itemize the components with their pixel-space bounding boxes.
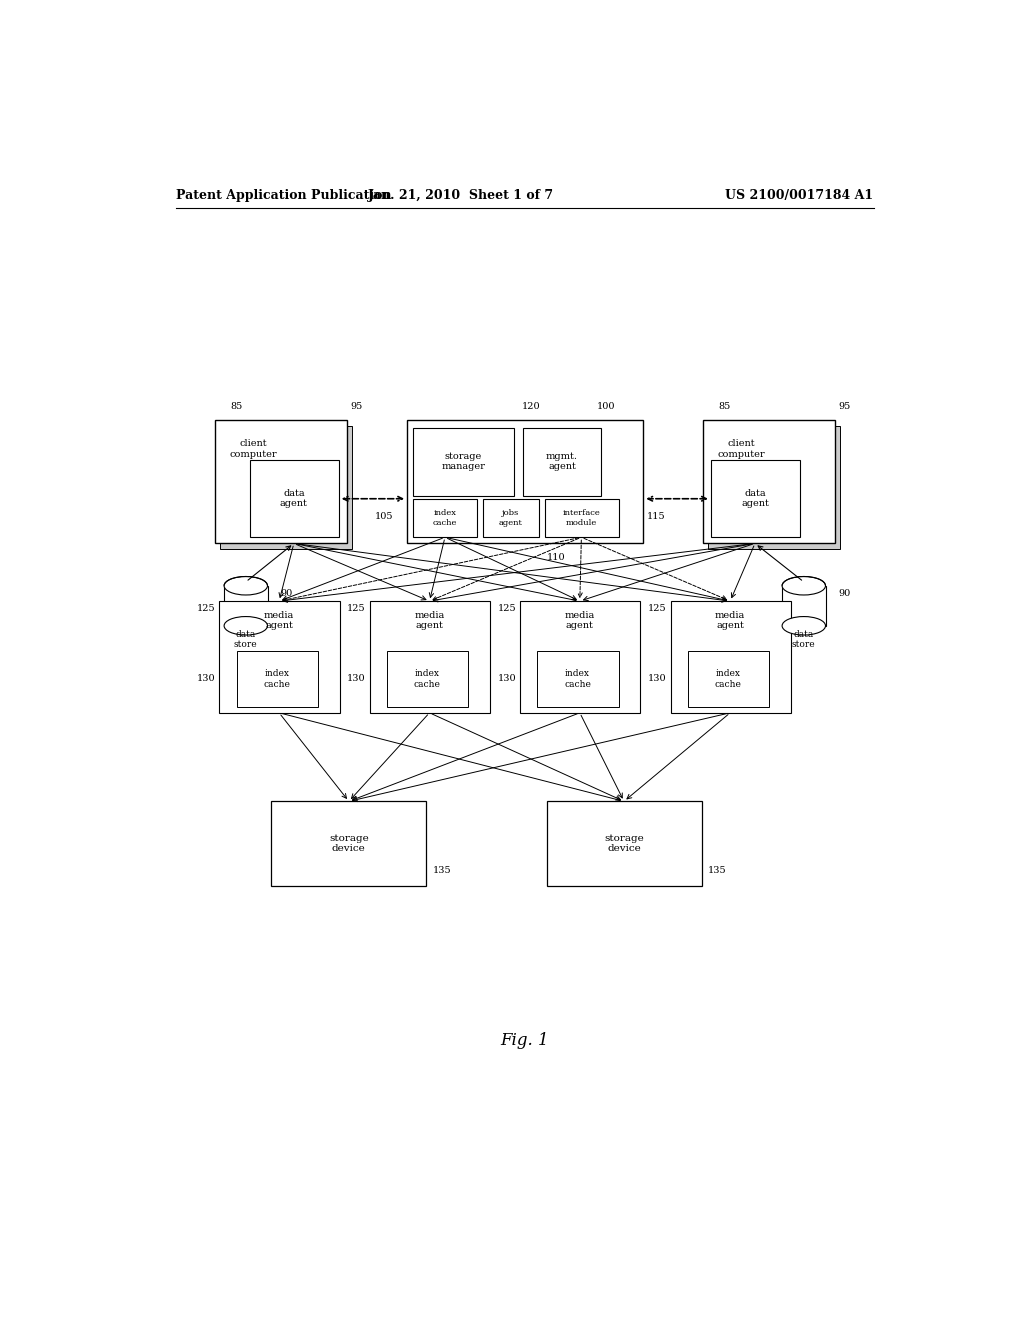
Text: jobs
agent: jobs agent [499, 510, 523, 527]
Text: 125: 125 [498, 605, 516, 614]
Text: US 2100/0017184 A1: US 2100/0017184 A1 [725, 189, 873, 202]
Bar [387, 651, 468, 706]
Text: 85: 85 [719, 401, 731, 411]
Text: 95: 95 [350, 401, 362, 411]
Text: 125: 125 [197, 605, 216, 614]
Text: media
agent: media agent [715, 611, 745, 630]
Text: 125: 125 [347, 605, 366, 614]
Bar [538, 651, 618, 706]
Text: 90: 90 [281, 589, 293, 598]
Bar [237, 651, 317, 706]
Text: 95: 95 [839, 401, 851, 411]
Text: index
cache: index cache [263, 669, 290, 689]
Bar [545, 499, 618, 537]
Text: 130: 130 [197, 675, 216, 684]
Bar [782, 586, 825, 626]
Text: 105: 105 [375, 512, 393, 521]
Bar [250, 461, 339, 537]
Bar [414, 499, 477, 537]
Bar [215, 420, 346, 544]
Text: 135: 135 [432, 866, 452, 875]
Bar [671, 601, 791, 713]
Bar [703, 420, 835, 544]
Text: 90: 90 [839, 589, 851, 598]
Bar [271, 801, 426, 886]
Bar [547, 801, 701, 886]
Ellipse shape [782, 616, 825, 635]
Text: 135: 135 [708, 866, 726, 875]
Text: media
agent: media agent [264, 611, 294, 630]
Bar [711, 461, 800, 537]
Text: Fig. 1: Fig. 1 [501, 1031, 549, 1048]
Text: index
cache: index cache [433, 510, 457, 527]
Bar [219, 601, 340, 713]
Text: data
store: data store [792, 630, 815, 649]
Text: data
store: data store [234, 630, 258, 649]
Text: client
computer: client computer [229, 440, 278, 459]
Text: 85: 85 [230, 401, 243, 411]
Text: 130: 130 [347, 675, 366, 684]
Bar [709, 425, 841, 549]
Bar [687, 651, 769, 706]
Bar [407, 420, 643, 544]
Ellipse shape [224, 616, 267, 635]
Text: 120: 120 [521, 401, 541, 411]
Text: Jan. 21, 2010  Sheet 1 of 7: Jan. 21, 2010 Sheet 1 of 7 [369, 189, 554, 202]
Text: 100: 100 [597, 401, 615, 411]
Text: client
computer: client computer [718, 440, 766, 459]
Ellipse shape [224, 577, 267, 595]
Text: 115: 115 [647, 512, 666, 521]
Bar [370, 601, 489, 713]
Bar [483, 499, 539, 537]
Text: mgmt.
agent: mgmt. agent [546, 451, 578, 471]
Text: index
cache: index cache [564, 669, 591, 689]
Text: 130: 130 [498, 675, 516, 684]
Text: data
agent: data agent [741, 488, 769, 508]
Text: storage
device: storage device [604, 834, 644, 854]
Text: Patent Application Publication: Patent Application Publication [176, 189, 391, 202]
Text: interface
module: interface module [562, 510, 600, 527]
Text: index
cache: index cache [715, 669, 741, 689]
Text: media
agent: media agent [564, 611, 595, 630]
Text: storage
manager: storage manager [441, 451, 485, 471]
Text: media
agent: media agent [415, 611, 444, 630]
Text: 130: 130 [648, 675, 667, 684]
Bar [414, 428, 514, 496]
Text: data
agent: data agent [280, 488, 308, 508]
Bar [520, 601, 640, 713]
Text: 125: 125 [648, 605, 667, 614]
Bar [523, 428, 601, 496]
Bar [224, 586, 267, 626]
Ellipse shape [782, 577, 825, 595]
Text: index
cache: index cache [414, 669, 440, 689]
Text: 110: 110 [547, 553, 565, 562]
Bar [220, 425, 352, 549]
Text: storage
device: storage device [329, 834, 369, 854]
